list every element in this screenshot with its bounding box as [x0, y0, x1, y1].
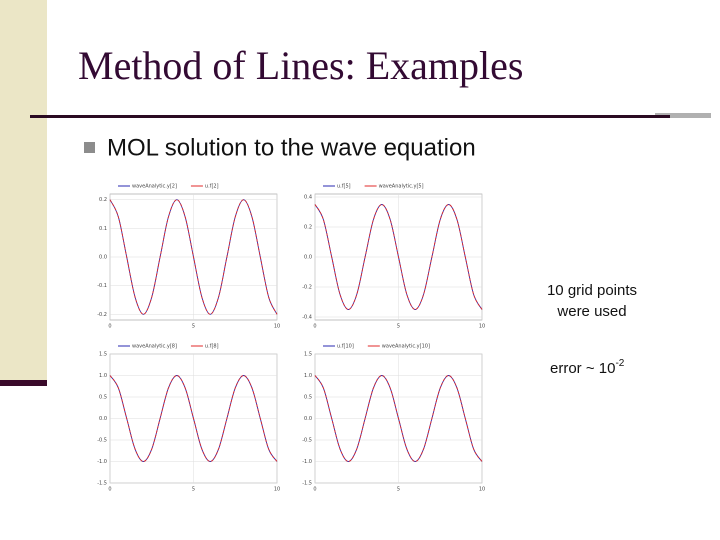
series-line: [314, 375, 483, 462]
note: 10 grid points: [547, 282, 637, 299]
error-exponent: -2: [615, 358, 624, 369]
title-rule: [30, 115, 670, 118]
y-tick-label: 0.0: [99, 255, 107, 261]
y-tick-label: 0.0: [99, 416, 107, 422]
y-tick-label: -1.0: [97, 459, 107, 465]
legend-label: waveAnalytic.y[8]: [132, 344, 177, 350]
y-tick-label: 1.5: [99, 352, 107, 358]
bullet-text: MOL solution to the wave equation: [107, 134, 476, 161]
series-line: [109, 199, 278, 315]
error-note: error ~ 10-2: [550, 358, 625, 377]
legend-label: waveAnalytic.y[5]: [379, 184, 424, 190]
x-tick-label: 5: [192, 324, 195, 330]
y-tick-label: 0.5: [304, 395, 312, 401]
y-tick-label: 0.4: [304, 195, 312, 201]
x-tick-label: 10: [479, 324, 485, 330]
y-tick-label: 0.2: [99, 197, 107, 203]
y-tick-label: 1.0: [99, 373, 107, 379]
error-text: error ~ 10: [550, 360, 615, 377]
x-tick-label: 10: [274, 487, 280, 493]
y-tick-label: 0.0: [304, 416, 312, 422]
legend-label: u.f[8]: [205, 344, 219, 350]
legend-label: waveAnalytic.y[10]: [382, 344, 430, 350]
legend-label: u.f[5]: [337, 184, 351, 190]
bullet-marker: [84, 142, 95, 153]
y-tick-label: -0.2: [97, 312, 107, 318]
y-tick-label: 0.5: [99, 395, 107, 401]
y-tick-label: 1.0: [304, 373, 312, 379]
legend-label: u.f[2]: [205, 184, 219, 190]
y-tick-label: -0.1: [97, 283, 107, 289]
y-tick-label: 1.5: [304, 352, 312, 358]
x-tick-label: 5: [397, 487, 400, 493]
x-tick-label: 5: [397, 324, 400, 330]
y-tick-label: -1.5: [97, 481, 107, 487]
rule-shadow: [655, 113, 711, 118]
y-tick-label: -0.5: [97, 438, 107, 444]
x-tick-label: 0: [313, 324, 316, 330]
x-tick-label: 0: [313, 487, 316, 493]
x-tick-label: 10: [479, 487, 485, 493]
x-tick-label: 0: [108, 487, 111, 493]
side-accent: [0, 380, 47, 386]
y-tick-label: -1.0: [302, 459, 312, 465]
legend-label: waveAnalytic.y[2]: [132, 184, 177, 190]
y-tick-label: 0.1: [99, 226, 107, 232]
note: were used: [556, 303, 626, 320]
y-tick-label: -0.4: [302, 315, 312, 321]
series-line: [109, 375, 278, 462]
x-tick-label: 5: [192, 487, 195, 493]
y-tick-label: -1.5: [302, 481, 312, 487]
y-tick-label: -0.5: [302, 438, 312, 444]
legend-label: u.f[10]: [337, 344, 354, 350]
series-line: [314, 204, 483, 310]
y-tick-label: 0.2: [304, 225, 312, 231]
x-tick-label: 0: [108, 324, 111, 330]
title: Method of Lines: Examples: [78, 43, 523, 88]
y-tick-label: 0.0: [304, 255, 312, 261]
y-tick-label: -0.2: [302, 285, 312, 291]
x-tick-label: 10: [274, 324, 280, 330]
side-strip: [0, 0, 47, 380]
